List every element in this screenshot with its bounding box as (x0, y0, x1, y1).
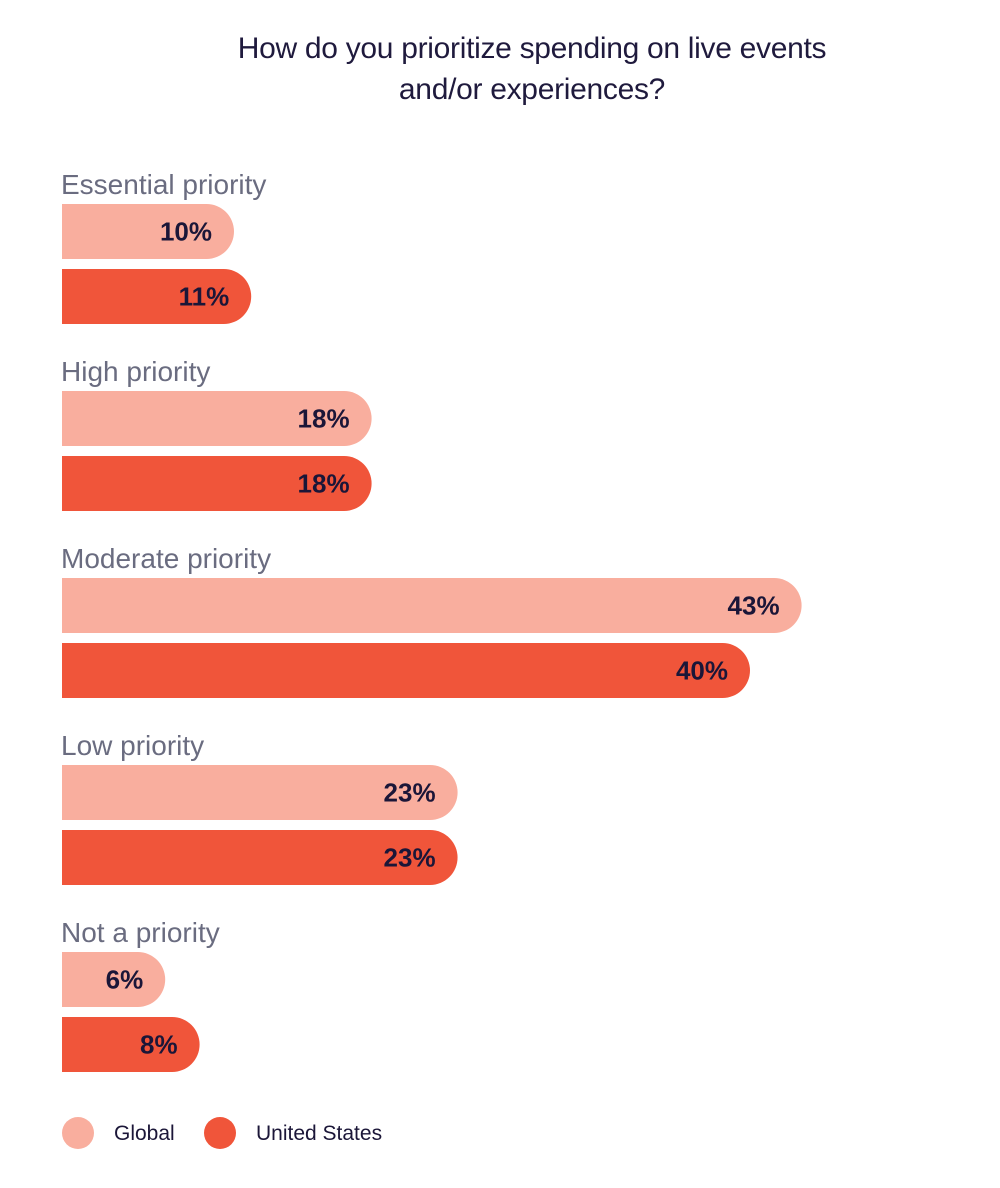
chart-title-line-2: and/or experiences? (398, 73, 666, 106)
bar-global (62, 764, 458, 820)
bar-value-label: 43% (728, 591, 780, 621)
bar-value-label: 23% (384, 843, 436, 873)
legend-swatch-global (62, 1117, 94, 1149)
category-label: High priority (61, 356, 210, 387)
bar-global (62, 578, 802, 633)
category-label: Moderate priority (61, 543, 271, 574)
category-label: Low priority (61, 730, 204, 761)
bar-value-label: 8% (140, 1030, 178, 1060)
bar-global (62, 391, 372, 446)
bar-united-states (62, 269, 252, 324)
bar-global (62, 952, 166, 1007)
category-label: Essential priority (61, 169, 266, 200)
bar-united-states (62, 830, 458, 885)
bar-global (62, 204, 234, 259)
chart-title-line-1: How do you prioritize spending on live e… (237, 32, 827, 65)
legend-label-united-states: United States (256, 1122, 382, 1145)
bar-united-states (62, 456, 372, 511)
chart-title: How do you prioritize spending on live e… (0, 28, 1000, 110)
bar-value-label: 10% (160, 217, 212, 247)
bar-value-label: 18% (298, 404, 350, 434)
bar-united-states (62, 642, 750, 698)
category-label: Not a priority (61, 917, 220, 948)
bar-value-label: 11% (179, 282, 230, 312)
legend-swatch-united-states (204, 1117, 236, 1149)
bar-united-states (62, 1017, 200, 1072)
bar-value-label: 40% (676, 656, 728, 686)
bar-value-label: 23% (384, 778, 436, 808)
bar-value-label: 6% (106, 965, 144, 995)
bar-value-label: 18% (298, 469, 350, 499)
legend-label-global: Global (114, 1122, 175, 1145)
